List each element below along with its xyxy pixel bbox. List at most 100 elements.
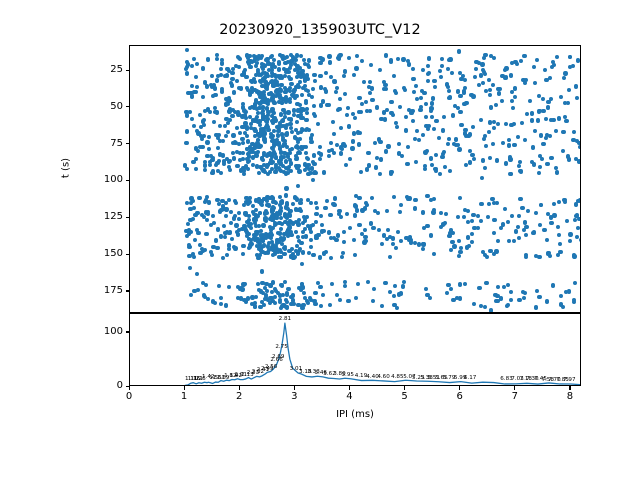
peak-annotation: 7.70 xyxy=(548,376,561,383)
scatter-point xyxy=(226,68,232,73)
scatter-point xyxy=(321,170,327,175)
scatter-point xyxy=(265,162,270,168)
y-tick-label: 175 xyxy=(103,284,123,296)
scatter-point xyxy=(248,64,253,70)
scatter-point xyxy=(451,298,456,303)
scatter-point xyxy=(265,112,270,118)
peak-annotation: 7.85 xyxy=(556,376,569,383)
scatter-point xyxy=(267,247,272,252)
peak-annotation: 5.79 xyxy=(442,375,456,382)
scatter-point xyxy=(292,67,297,72)
y-tick-mark xyxy=(125,385,129,387)
scatter-point xyxy=(266,117,271,122)
scatter-point xyxy=(268,283,273,288)
scatter-point xyxy=(490,82,495,87)
scatter-point xyxy=(273,165,278,170)
scatter-point xyxy=(305,110,310,115)
scatter-point xyxy=(303,234,308,239)
scatter-point xyxy=(296,238,301,244)
scatter-point xyxy=(463,133,469,139)
scatter-point xyxy=(221,138,226,143)
scatter-point xyxy=(191,160,196,165)
scatter-point xyxy=(247,115,252,120)
scatter-point xyxy=(251,53,256,58)
scatter-point xyxy=(500,73,505,78)
scatter-point xyxy=(432,127,437,132)
scatter-point xyxy=(559,95,564,100)
scatter-point xyxy=(440,64,445,69)
scatter-point xyxy=(263,80,268,85)
scatter-point xyxy=(577,144,580,149)
scatter-point xyxy=(446,137,451,142)
scatter-point xyxy=(202,168,208,173)
scatter-point xyxy=(269,68,274,73)
scatter-point xyxy=(259,203,264,208)
scatter-point xyxy=(299,208,304,213)
scatter-point xyxy=(259,80,264,85)
scatter-point xyxy=(283,279,288,284)
scatter-point xyxy=(296,85,301,90)
scatter-point xyxy=(242,131,247,136)
scatter-point xyxy=(271,243,276,248)
scatter-point xyxy=(254,243,259,249)
scatter-point xyxy=(271,57,277,62)
scatter-point xyxy=(464,163,469,168)
scatter-point xyxy=(558,293,563,298)
scatter-point xyxy=(245,139,251,144)
scatter-point xyxy=(288,168,294,174)
scatter-point xyxy=(285,54,290,60)
scatter-point xyxy=(305,224,310,229)
scatter-point xyxy=(477,285,482,291)
scatter-point xyxy=(260,158,265,163)
scatter-point xyxy=(472,74,477,80)
scatter-point xyxy=(278,150,283,155)
scatter-point xyxy=(353,213,358,218)
scatter-point xyxy=(368,108,373,114)
scatter-point xyxy=(210,252,215,258)
scatter-point xyxy=(398,203,404,208)
scatter-point xyxy=(564,119,569,124)
scatter-point xyxy=(406,107,411,113)
scatter-point xyxy=(256,236,261,241)
scatter-point xyxy=(232,91,237,96)
peak-annotation: 7.30 xyxy=(526,376,539,383)
scatter-point xyxy=(500,141,505,146)
scatter-point xyxy=(200,280,205,285)
scatter-point xyxy=(306,250,312,255)
scatter-point xyxy=(245,220,250,225)
scatter-point xyxy=(294,248,299,254)
scatter-point xyxy=(576,159,580,164)
scatter-point xyxy=(427,56,432,61)
scatter-point xyxy=(268,157,274,162)
scatter-point xyxy=(312,161,317,166)
scatter-point xyxy=(379,241,384,247)
scatter-point xyxy=(292,87,297,92)
peak-annotation: 2.41 xyxy=(256,367,270,374)
scatter-point xyxy=(213,93,218,98)
scatter-point xyxy=(245,230,250,235)
scatter-point xyxy=(269,134,274,139)
scatter-point xyxy=(185,62,191,67)
scatter-point xyxy=(201,122,206,128)
scatter-point xyxy=(284,145,289,150)
scatter-point xyxy=(353,252,358,257)
scatter-point xyxy=(285,154,290,159)
scatter-point xyxy=(292,57,297,62)
scatter-point xyxy=(187,244,192,249)
scatter-point xyxy=(229,236,235,242)
scatter-point xyxy=(272,199,278,204)
y-tick-mark xyxy=(125,331,129,333)
scatter-point xyxy=(294,119,299,125)
scatter-point xyxy=(257,101,262,106)
scatter-point xyxy=(429,156,434,161)
scatter-point xyxy=(476,83,481,88)
scatter-point xyxy=(249,105,255,110)
scatter-point xyxy=(566,157,572,162)
scatter-point xyxy=(274,79,279,85)
scatter-point xyxy=(295,136,300,141)
scatter-point xyxy=(354,295,359,300)
scatter-point xyxy=(428,233,433,238)
scatter-point xyxy=(227,98,232,104)
scatter-point xyxy=(274,216,279,221)
scatter-point xyxy=(283,55,288,60)
